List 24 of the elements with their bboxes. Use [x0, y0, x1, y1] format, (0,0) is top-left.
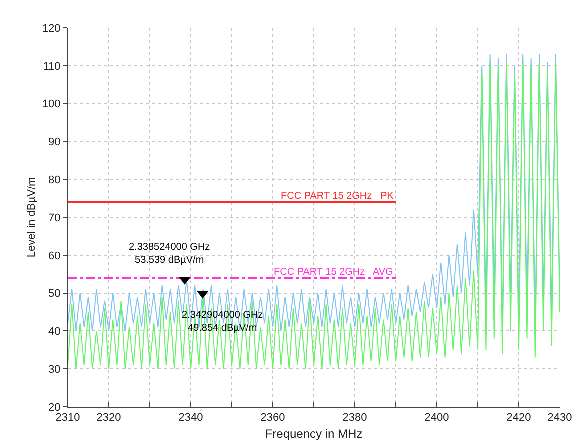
x-axis-title: Frequency in MHz — [265, 427, 363, 441]
y-tick-label: 60 — [48, 250, 61, 262]
y-tick-label: 50 — [48, 288, 61, 300]
x-tick-label: 2380 — [342, 412, 368, 424]
series-label: FCC PART 15 2GHz AVG — [274, 267, 394, 278]
x-tick-label: 2310 — [56, 412, 80, 424]
y-tick-label: 40 — [48, 326, 61, 338]
y-tick-label: 30 — [48, 364, 61, 376]
annotation: 2.338524000 GHz 53.539 dBµV/m — [129, 242, 210, 266]
y-tick-label: 70 — [48, 212, 61, 224]
x-tick-label: 2340 — [178, 412, 204, 424]
y-axis-title: Level in dBµV/m — [26, 177, 38, 258]
x-tick-label: 2420 — [506, 412, 532, 424]
y-tick-label: 20 — [48, 402, 61, 414]
x-tick-label: 2360 — [260, 412, 286, 424]
y-tick-label: 80 — [48, 174, 61, 186]
series-label: FCC PART 15 2GHz PK — [281, 191, 394, 202]
y-tick-label: 100 — [42, 98, 61, 111]
y-tick-label: 90 — [48, 136, 61, 149]
x-tick-label: 2430 — [548, 412, 572, 424]
y-tick-label: 110 — [43, 60, 61, 73]
x-tick-label: 2400 — [424, 412, 450, 424]
x-tick-label: 2320 — [96, 412, 122, 424]
y-tick-label: 120 — [42, 22, 61, 35]
